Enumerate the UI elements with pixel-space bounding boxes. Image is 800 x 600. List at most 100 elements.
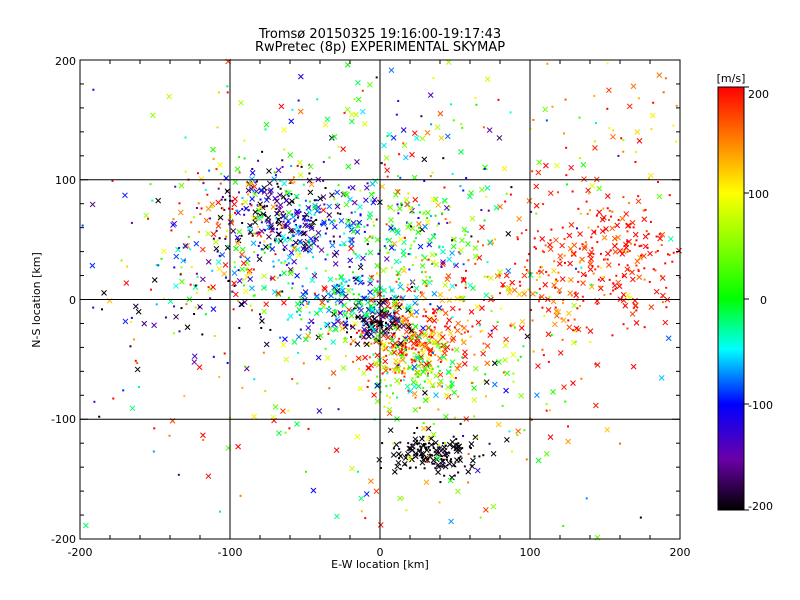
data-point-cross — [430, 431, 437, 438]
data-point-dot — [407, 192, 410, 195]
data-point-dot — [430, 123, 433, 126]
data-point-dot — [184, 170, 187, 173]
data-point-dot — [275, 204, 278, 207]
data-point-cross — [429, 251, 436, 258]
data-point-cross — [294, 246, 301, 253]
data-point-dot — [212, 355, 215, 358]
data-point-dot — [419, 211, 422, 214]
data-point-dot — [336, 283, 339, 286]
data-point-cross — [184, 324, 191, 331]
data-point-dot — [660, 243, 663, 246]
data-point-dot — [630, 242, 633, 245]
data-point-dot — [414, 396, 417, 399]
data-point-dot — [256, 232, 259, 235]
data-point-dot — [398, 361, 401, 364]
data-point-cross — [619, 251, 626, 257]
data-point-cross — [294, 421, 300, 427]
data-point-cross — [465, 468, 472, 475]
data-point-dot — [614, 287, 617, 290]
data-point-dot — [640, 254, 643, 257]
data-point-dot — [195, 272, 198, 275]
data-point-dot — [622, 323, 625, 326]
data-point-dot — [626, 264, 629, 267]
data-point-cross — [382, 306, 389, 313]
data-point-dot — [585, 326, 588, 329]
data-point-dot — [550, 228, 553, 231]
data-point-cross — [431, 317, 438, 324]
data-point-cross — [417, 243, 424, 250]
data-point-cross — [434, 455, 441, 461]
data-point-cross — [355, 96, 362, 103]
data-point-dot — [573, 330, 576, 333]
data-point-cross — [419, 135, 426, 142]
data-point-dot — [308, 301, 311, 304]
data-point-cross — [344, 106, 351, 113]
data-point-cross — [329, 219, 335, 225]
data-point-dot — [400, 202, 403, 205]
data-point-dot — [283, 262, 286, 265]
data-point-cross — [412, 300, 418, 306]
data-point-dot — [302, 183, 305, 186]
data-point-dot — [341, 291, 344, 294]
data-point-cross — [286, 254, 293, 261]
data-point-cross — [345, 163, 352, 170]
data-point-dot — [431, 171, 434, 174]
data-point-dot — [404, 338, 407, 341]
data-point-cross — [581, 245, 588, 252]
data-point-dot — [397, 212, 400, 215]
data-point-dot — [324, 347, 327, 350]
data-point-cross — [388, 67, 395, 74]
data-point-dot — [202, 182, 205, 185]
data-point-dot — [362, 323, 365, 326]
data-point-dot — [535, 212, 538, 215]
data-point-dot — [289, 181, 292, 184]
data-point-dot — [298, 252, 301, 255]
data-point-cross — [373, 488, 380, 495]
data-point-cross — [449, 359, 456, 365]
data-point-cross — [461, 226, 468, 233]
data-point-cross — [422, 330, 428, 337]
data-point-dot — [211, 206, 214, 209]
data-point-cross — [439, 334, 446, 340]
data-point-dot — [212, 237, 215, 240]
data-point-dot — [254, 181, 257, 184]
x-tick-label: 100 — [520, 546, 541, 559]
data-point-dot — [637, 268, 640, 271]
data-point-dot — [308, 239, 311, 242]
data-point-dot — [382, 356, 385, 359]
data-point-dot — [237, 299, 240, 302]
data-point-dot — [462, 263, 465, 266]
data-point-dot — [341, 304, 344, 307]
data-point-cross — [251, 183, 258, 190]
data-point-cross — [341, 190, 348, 197]
data-point-dot — [484, 373, 487, 376]
data-point-cross — [403, 154, 409, 161]
data-point-cross — [291, 339, 298, 345]
data-point-dot — [264, 213, 267, 216]
data-point-dot — [529, 272, 532, 275]
data-point-cross — [497, 203, 503, 210]
data-point-dot — [313, 271, 316, 274]
data-point-cross — [193, 240, 200, 247]
data-point-cross — [439, 297, 446, 304]
data-point-dot — [463, 465, 466, 468]
data-point-dot — [402, 497, 405, 500]
data-point-cross — [250, 215, 257, 221]
data-point-cross — [330, 370, 337, 376]
data-point-dot — [637, 97, 640, 100]
data-point-dot — [411, 264, 414, 267]
data-point-dot — [404, 454, 407, 457]
data-point-dot — [548, 409, 551, 412]
data-point-cross — [623, 241, 629, 248]
data-point-dot — [261, 150, 264, 153]
data-point-dot — [398, 448, 401, 451]
data-point-dot — [420, 115, 423, 118]
data-point-dot — [419, 445, 422, 448]
data-point-dot — [421, 291, 424, 294]
data-point-dot — [479, 330, 482, 333]
data-point-dot — [499, 307, 502, 310]
data-point-dot — [459, 455, 462, 458]
data-point-dot — [346, 323, 349, 326]
data-point-dot — [416, 448, 419, 451]
data-point-cross — [277, 202, 284, 209]
